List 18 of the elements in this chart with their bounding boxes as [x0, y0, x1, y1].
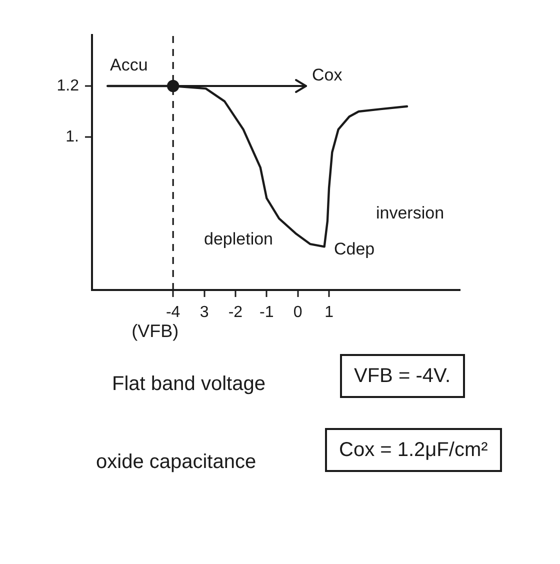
y-tick-label: 1. [66, 128, 79, 146]
text: VFB = -4V. [340, 354, 465, 398]
annotation: Accu [110, 56, 148, 75]
annotation: Cdep [334, 240, 375, 259]
annotation: Cox [312, 66, 343, 85]
y-tick-label: 1.2 [56, 77, 80, 94]
annotation: inversion [376, 204, 444, 223]
x-tick-label: 3 [200, 304, 209, 322]
text: Cox = 1.2μF/cm² [325, 428, 502, 472]
text: Flat band voltage [112, 372, 266, 396]
annotation: depletion [204, 230, 274, 249]
x-tick-label: -2 [228, 304, 243, 322]
x-tick-label: -4 [166, 304, 180, 322]
text: oxide capacitance [96, 450, 256, 474]
x-tick-label: 0 [293, 304, 302, 322]
ref-line-label: (VFB) [132, 320, 179, 341]
x-tick-label: -1 [260, 304, 274, 322]
x-tick-label: 1 [324, 304, 334, 322]
